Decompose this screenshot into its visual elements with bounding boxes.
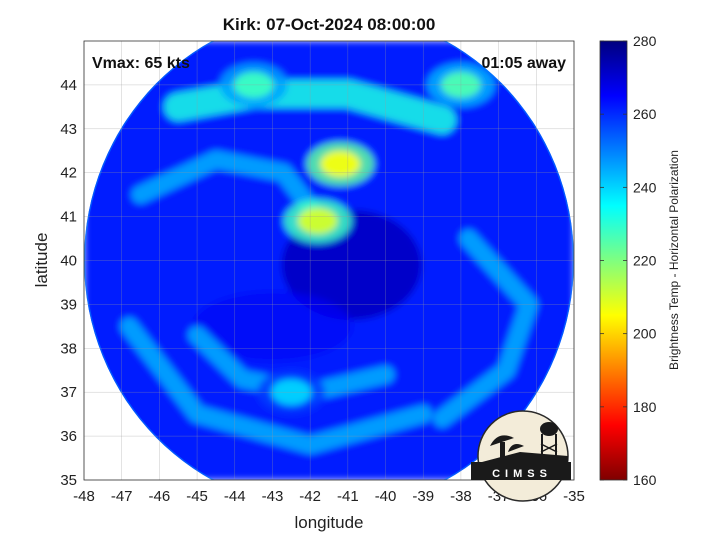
y-tick-label: 40 xyxy=(60,253,77,270)
plot-frame xyxy=(83,40,575,481)
x-axis-label: longitude xyxy=(294,513,363,532)
colorbar-ticks: 160 180 200 220 240 260 280 xyxy=(600,33,657,488)
y-tick-label: 41 xyxy=(60,209,77,226)
colorbar-tick-label: 200 xyxy=(633,326,657,342)
time-away-label: 01:05 away xyxy=(481,55,566,72)
x-tick-label: -44 xyxy=(224,488,246,505)
colorbar-tick-label: 240 xyxy=(633,179,657,195)
x-tick-label: -35 xyxy=(563,488,585,505)
colorbar-tick-label: 260 xyxy=(633,106,657,122)
colorbar-tick-label: 280 xyxy=(633,33,657,49)
logo-text: CIMSS xyxy=(492,468,552,480)
vmax-label: Vmax: 65 kts xyxy=(92,55,190,72)
x-tick-label: -43 xyxy=(262,488,284,505)
y-tick-label: 43 xyxy=(60,121,77,138)
chart-title: Kirk: 07-Oct-2024 08:00:00 xyxy=(223,15,436,34)
x-tick-label: -47 xyxy=(111,488,133,505)
colorbar xyxy=(599,40,628,481)
colorbar-label: Brightness Temp - Horizontal Polarizatio… xyxy=(667,150,681,370)
x-tick-label: -40 xyxy=(375,488,397,505)
y-tick-label: 38 xyxy=(60,340,77,357)
x-tick-label: -39 xyxy=(412,488,434,505)
cimss-logo: CIMSS xyxy=(471,410,571,502)
x-tick-label: -46 xyxy=(149,488,171,505)
y-tick-label: 42 xyxy=(60,165,77,182)
y-tick-label: 39 xyxy=(60,296,77,313)
x-tick-label: -41 xyxy=(337,488,359,505)
x-tick-label: -48 xyxy=(73,488,95,505)
x-tick-label: -38 xyxy=(450,488,472,505)
y-axis-label: latitude xyxy=(32,233,51,288)
y-tick-label: 44 xyxy=(60,77,77,94)
y-tick-label: 35 xyxy=(60,472,77,489)
x-tick-label: -45 xyxy=(186,488,208,505)
colorbar-tick-label: 160 xyxy=(633,472,657,488)
colorbar-tick-label: 180 xyxy=(633,399,657,415)
colorbar-tick-label: 220 xyxy=(633,253,657,269)
y-tick-label: 37 xyxy=(60,384,77,401)
x-tick-label: -42 xyxy=(299,488,321,505)
y-tick-labels: 35 36 37 38 39 40 41 42 43 44 xyxy=(60,77,77,489)
y-tick-label: 36 xyxy=(60,428,77,445)
